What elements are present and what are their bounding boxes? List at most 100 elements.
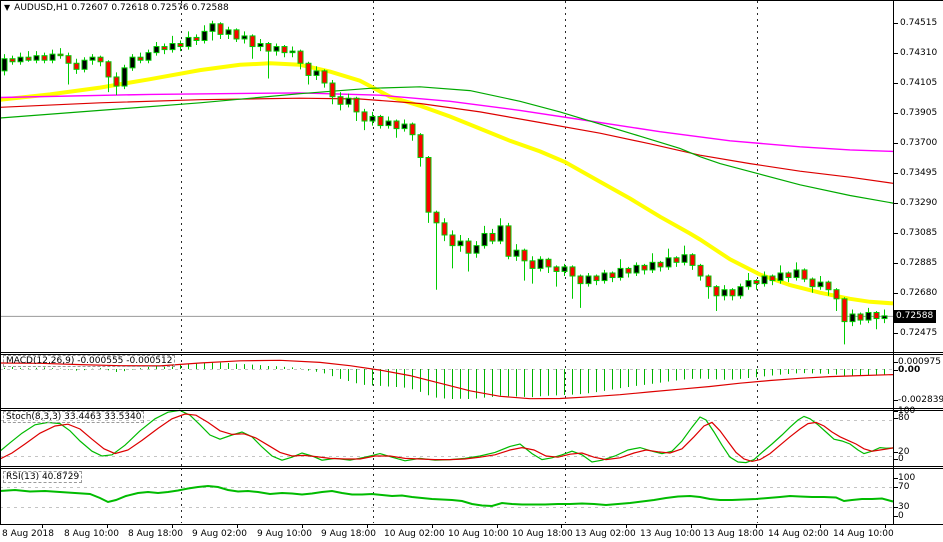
candle-body [169,43,176,51]
candle-body [721,289,728,297]
candle-body [33,55,40,61]
candle-body [729,289,736,297]
rsi-axis-label: 0 [898,511,904,521]
stoch-axis-label: 100 [898,406,916,416]
macd-indicator-label[interactable]: MACD(12,26,9) -0.000555 -0.000512 [3,355,176,367]
candle-body [393,120,400,130]
candle-body [137,56,144,61]
candle-body [761,275,768,285]
macd-axis-label: 0.000975 [898,357,941,367]
price-axis-label: 0.73085 [900,228,938,238]
rsi-line [0,484,894,508]
chart-title[interactable]: ▼ AUDUSD,H1 0.72607 0.72618 0.72576 0.725… [4,3,229,13]
time-axis-label: 10 Aug 10:00 [448,529,509,539]
chart-title-text: AUDUSD,H1 0.72607 0.72618 0.72576 0.7258… [14,3,229,13]
candle-body [233,29,240,40]
candle-body [521,249,528,262]
candle-body [209,23,216,32]
time-axis-label: 9 Aug 10:00 [257,529,312,539]
time-axis-label: 8 Aug 2018 [2,529,54,539]
candle-body [17,56,24,63]
stoch-indicator-label[interactable]: Stoch(8,3,3) 33.4463 33.5340 [3,411,145,423]
candle-body [81,59,88,70]
time-axis-label: 10 Aug 18:00 [512,529,573,539]
time-axis-label: 13 Aug 18:00 [703,529,764,539]
candle-body [681,254,688,263]
candle-body [153,46,160,54]
candle-body [817,281,824,288]
time-axis-label: 13 Aug 02:00 [575,529,636,539]
candle-body [649,261,656,271]
candle-body [105,61,112,78]
candle-body [297,50,304,64]
candle-body [633,264,640,274]
candle-body [737,286,744,297]
candle-body [97,56,104,63]
candle-body [329,82,336,98]
candle-body [377,115,384,127]
candle-body [337,96,344,105]
candle-body [289,50,296,54]
price-axis-label: 0.74105 [900,78,938,88]
time-axis-label: 13 Aug 10:00 [640,529,701,539]
price-axis-label: 0.74310 [900,48,938,58]
candle-body [617,267,624,279]
candle-body [129,56,136,69]
candle-body [217,23,224,35]
candle-body [417,134,424,158]
candle-body [409,123,416,136]
rsi-indicator-label[interactable]: RSI(13) 40.8729 [3,471,83,483]
candle-body [185,36,192,48]
candle-body [745,280,752,288]
ma-red-line [0,97,894,184]
candle-body [121,67,128,87]
candle-body [361,111,368,122]
ma-magenta-line [0,92,894,153]
candle-body [25,56,32,61]
current-price-tag: 0.72588 [894,309,937,323]
candle-body [1,58,8,72]
candle-body [177,43,184,48]
rsi-axis-label: 30 [898,502,910,512]
candle-body [41,55,48,61]
price-axis-label: 0.72680 [900,288,938,298]
candle-body [345,97,352,105]
candle-body [505,225,512,257]
candle-body [833,289,840,300]
candle-body [601,272,608,282]
candle-body [593,275,600,282]
candle-body [249,35,256,48]
stoch-axis-label: 80 [898,413,910,423]
time-axis-label: 9 Aug 02:00 [192,529,247,539]
candle-body [241,35,248,40]
rsi-axis-label: 70 [898,482,910,492]
candle-body [353,97,360,113]
candle-body [713,286,720,297]
candle-body [673,257,680,263]
candle-body [753,280,760,285]
time-axis-label: 9 Aug 18:00 [321,529,376,539]
candle-body [697,264,704,277]
time-axis-label: 8 Aug 10:00 [64,529,119,539]
candle-body [433,211,440,224]
time-axis-label: 10 Aug 02:00 [384,529,445,539]
candle-body [529,260,536,269]
candle-body [161,46,168,51]
candle-body [865,311,872,321]
symbol-dropdown-icon[interactable]: ▼ [4,3,11,12]
candle-body [849,313,856,323]
candle-body [313,70,320,76]
candle-body [585,275,592,285]
candle-body [465,240,472,254]
rsi-axis-label: 100 [898,473,916,483]
candle-body [9,58,16,63]
candle-body [89,56,96,61]
price-axis-label: 0.73905 [900,108,938,118]
stoch-axis-label: 20 [898,447,910,457]
stoch-k-line [0,409,894,464]
ma-green-line [0,86,894,204]
macd-signal-line [0,359,894,400]
candle-body [665,257,672,268]
